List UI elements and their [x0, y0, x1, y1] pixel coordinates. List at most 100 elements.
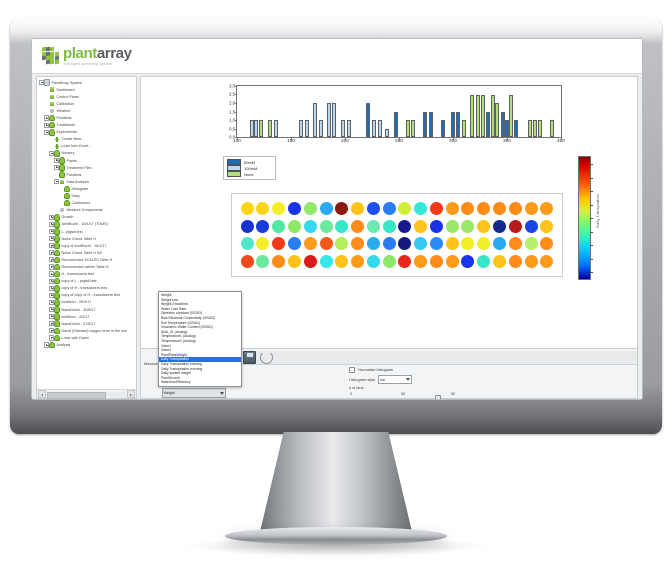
scrollbar-thumb[interactable] [47, 391, 106, 399]
expand-icon[interactable] [49, 335, 54, 341]
measure-secondary-select[interactable]: Weight [161, 388, 226, 398]
collapse-icon[interactable] [49, 150, 54, 157]
plant-position-dot[interactable] [493, 237, 507, 251]
plant-position-dot[interactable] [335, 237, 349, 251]
expand-icon[interactable] [49, 250, 54, 256]
sidebar-item-copy-of-copy-of-h-transducers-test[interactable]: copy of copy of H - transducers test [39, 292, 136, 299]
plant-position-dot[interactable] [429, 201, 443, 215]
expand-icon[interactable] [49, 257, 54, 263]
plant-position-dot[interactable] [351, 201, 365, 215]
plant-position-dot[interactable] [303, 201, 317, 215]
plant-position-dot[interactable] [351, 219, 365, 233]
normalize-checkbox[interactable] [349, 367, 356, 374]
tree-toggle-minus[interactable] [39, 79, 44, 86]
plant-position-dot[interactable] [493, 219, 507, 233]
plant-position-dot[interactable] [256, 219, 270, 233]
plant-position-dot[interactable] [256, 201, 270, 215]
plant-position-dot[interactable] [524, 237, 538, 251]
plant-position-dot[interactable] [445, 219, 459, 233]
expand-icon[interactable] [49, 243, 54, 249]
sidebar-item-noise-check-table-h-full[interactable]: Noise Check Table H full [39, 249, 136, 257]
sidebar-item-histogram[interactable]: Histogram [39, 185, 136, 193]
sidebar-item-noise-check-table-h[interactable]: Noise Check Table H [39, 235, 136, 242]
sidebar-item-data-analysis[interactable]: Data Analysis [39, 178, 136, 185]
plant-position-dot[interactable] [240, 255, 254, 269]
save-icon[interactable] [243, 351, 256, 364]
dropdown-option[interactable]: Temperature2 (Analog) [161, 338, 196, 343]
sidebar-item-continuous[interactable]: Continuous [39, 199, 136, 207]
plant-position-dot[interactable] [287, 201, 301, 215]
plant-position-dot[interactable] [287, 255, 301, 269]
plant-position-dot[interactable] [477, 219, 491, 233]
sidebar-item-l-test-with-david[interactable]: L test with David [39, 334, 136, 342]
plant-position-dot[interactable] [240, 201, 254, 215]
plant-position-dot[interactable] [287, 219, 301, 233]
sidebar-item-h-transducers-test[interactable]: H - transducers test [39, 270, 136, 278]
tree-toggle-plus[interactable] [49, 236, 54, 242]
plant-position-dot[interactable] [540, 201, 554, 215]
sidebar-item-growth[interactable]: Growth [39, 214, 136, 221]
collapse-icon[interactable] [39, 79, 44, 86]
scroll-left-arrow-icon[interactable]: ◂ [38, 390, 46, 398]
histogram-style-select[interactable]: bar [378, 375, 413, 384]
scroll-right-arrow-icon[interactable]: ▸ [127, 390, 135, 398]
plant-position-dot[interactable] [477, 237, 491, 251]
tree-toggle-plus[interactable] [49, 221, 54, 228]
sidebar-item-amiteuchi-16-1-17-toms[interactable]: AmitEuchi - 16/1/17 (TOMS) [39, 221, 136, 228]
plant-position-dot[interactable] [382, 201, 396, 215]
plant-position-dot[interactable] [524, 201, 538, 215]
sidebar-item-copy-of-h-transducers-test[interactable]: copy of H - transducers test [39, 284, 136, 292]
dropdown-option[interactable]: Water Loss Rate [161, 306, 187, 311]
expand-icon[interactable] [54, 157, 59, 164]
plant-position-dot[interactable] [272, 201, 286, 215]
plant-position-dot[interactable] [382, 219, 396, 233]
dot-grid[interactable] [240, 200, 554, 270]
plant-position-dot[interactable] [429, 237, 443, 251]
expand-icon[interactable] [44, 115, 49, 121]
dropdown-option[interactable]: Weight [161, 293, 172, 297]
sidebar-horizontal-scrollbar[interactable]: ◂ ▸ [37, 389, 136, 399]
expand-icon[interactable] [49, 264, 54, 270]
bins-slider-track[interactable] [349, 398, 453, 399]
sidebar-item-dashboard[interactable]: Dashboard [39, 86, 136, 93]
measure-dropdown-popup[interactable]: Weight Weight raw Weight Smoothed Water Los… [158, 291, 242, 387]
tree-toggle-plus[interactable] [49, 278, 54, 284]
sidebar-item-copy-of-amiteuchi-16-1-17[interactable]: copy of AmitEuchi - 16/1/17 [39, 242, 136, 249]
dropdown-option[interactable]: PlantPlantWeight [161, 352, 187, 357]
tree-toggle-plus[interactable] [49, 250, 54, 256]
dropdown-option[interactable]: Weight raw [161, 297, 178, 302]
plant-position-dot[interactable] [272, 255, 286, 269]
plant-position-dot[interactable] [366, 237, 380, 251]
plant-position-dot[interactable] [335, 201, 349, 215]
tree-toggle-plus[interactable] [49, 314, 54, 320]
normalize-row[interactable]: Normalize histogram [349, 367, 489, 374]
plant-position-dot[interactable] [272, 219, 286, 233]
plant-position-dot[interactable] [429, 219, 443, 233]
tree-toggle-plus[interactable] [49, 264, 54, 270]
dropdown-option[interactable]: Daily Transpiration morning [161, 366, 203, 371]
plant-position-dot[interactable] [540, 237, 554, 251]
tree-toggle-plus[interactable] [54, 157, 59, 164]
tree-toggle-plus[interactable] [44, 115, 49, 121]
sidebar-item-analysis[interactable]: Analysis [39, 341, 136, 349]
plant-position-dot[interactable] [414, 201, 428, 215]
sidebar-item-idoweizi-4-3-17[interactable]: IdoWeizi - 4/3/17 [39, 313, 136, 320]
dropdown-option[interactable]: Soil Temperature (GS3/D) [161, 320, 200, 325]
plant-position-dot[interactable] [540, 255, 554, 269]
expand-icon[interactable] [49, 306, 54, 313]
plant-position-dot[interactable] [366, 201, 380, 215]
dropdown-option[interactable]: Bulk Electrical Conductivity (GS3/D) [161, 315, 216, 320]
plant-position-dot[interactable] [335, 219, 349, 233]
sidebar-item-create-new[interactable]: Create New... [39, 136, 136, 143]
plant-position-dot[interactable] [477, 255, 491, 269]
expand-icon[interactable] [49, 321, 54, 327]
tree-toggle-plus[interactable] [49, 335, 54, 341]
plant-position-dot[interactable] [256, 237, 270, 251]
collapse-icon[interactable] [44, 129, 49, 135]
sidebar-item-load-from-excel[interactable]: Load from Excel... [39, 143, 136, 150]
plant-position-dot[interactable] [382, 255, 396, 269]
tree-toggle-plus[interactable] [49, 285, 54, 291]
plant-position-map[interactable] [231, 193, 563, 277]
plant-position-dot[interactable] [382, 237, 396, 251]
plant-position-dot[interactable] [414, 255, 428, 269]
